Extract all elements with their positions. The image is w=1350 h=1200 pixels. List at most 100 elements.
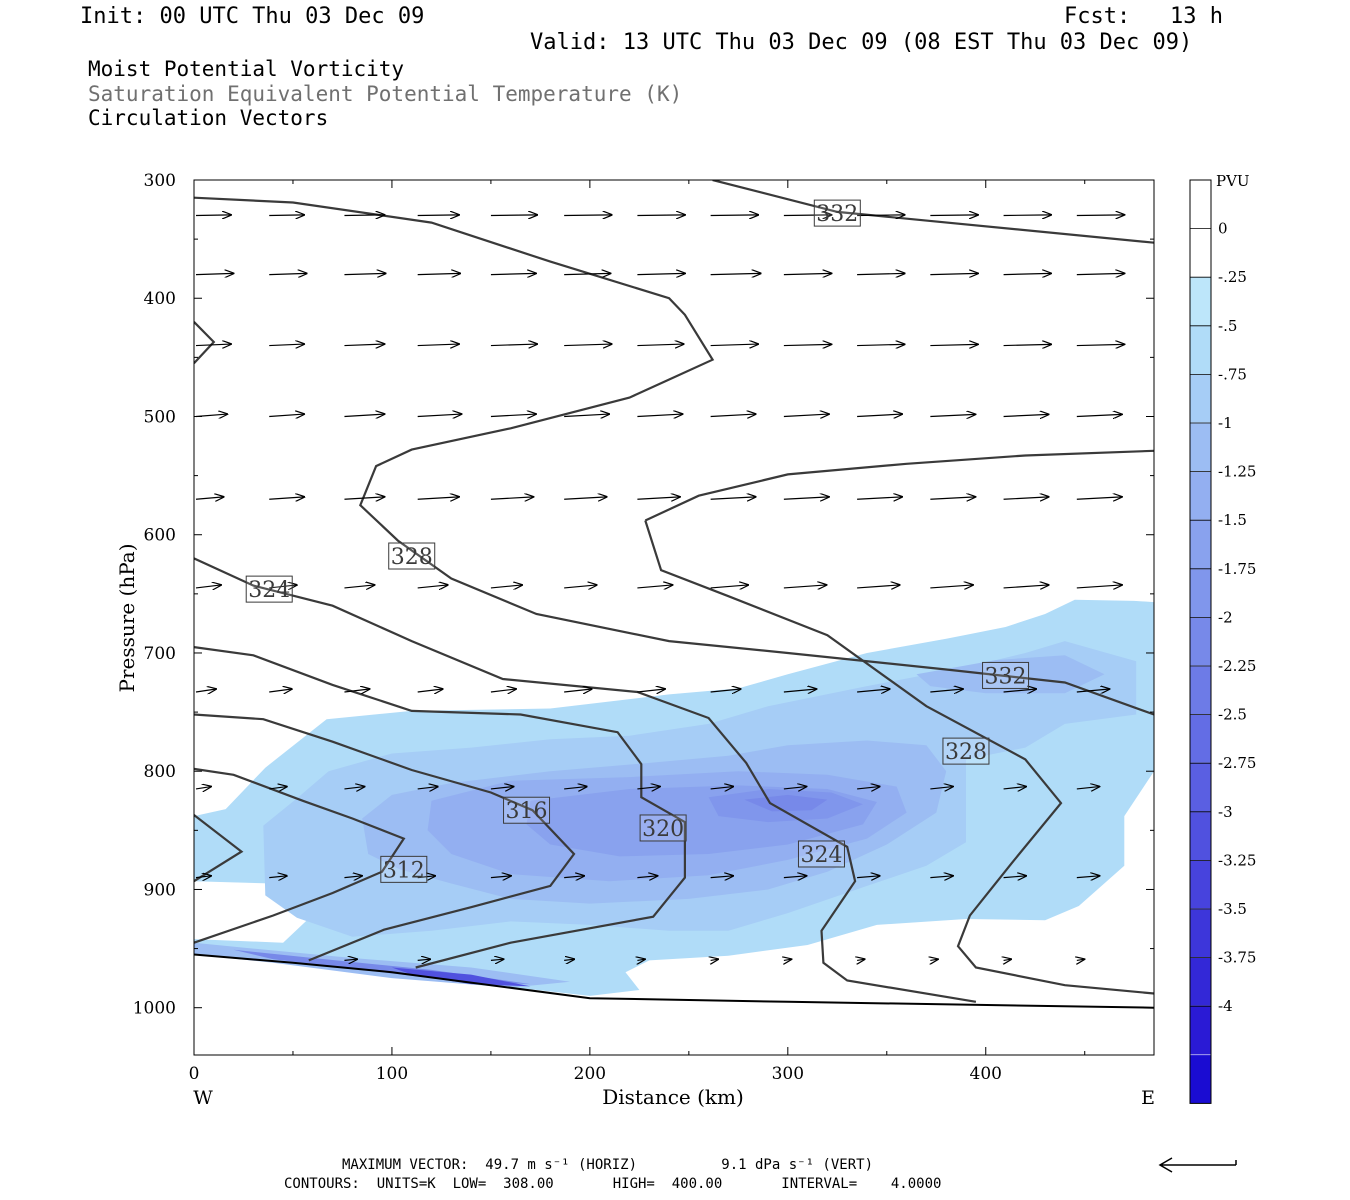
wind-vector <box>417 787 438 789</box>
contour-label: 324 <box>245 575 293 603</box>
colorbar-label: -1.25 <box>1218 463 1256 481</box>
wind-vector <box>1003 585 1049 588</box>
y-tick-label: 700 <box>144 644 176 664</box>
wind-vector <box>710 215 759 216</box>
wind-vector <box>857 787 880 789</box>
wind-vector <box>857 414 902 416</box>
wind-vector <box>1003 497 1049 499</box>
wind-vector <box>195 876 211 878</box>
wind-vector <box>783 585 827 588</box>
wind-vector <box>1003 273 1052 274</box>
colorbar-label: -.5 <box>1218 317 1237 335</box>
contour-label-text: 324 <box>800 843 842 868</box>
wind-vector <box>1076 344 1125 345</box>
reference-vector-arrow <box>1158 1157 1237 1173</box>
theta-contour-line <box>194 646 687 969</box>
wind-vector <box>783 689 817 692</box>
wind-vector <box>710 787 734 789</box>
wind-vector <box>344 273 385 274</box>
wind-vector <box>269 414 304 416</box>
contour-label-text: 320 <box>642 817 684 842</box>
theta-contour-line <box>644 449 1154 522</box>
contour-label-box <box>797 840 845 868</box>
contour-label-box <box>813 199 861 227</box>
init-time: Init: 00 UTC Thu 03 Dec 09 <box>80 4 425 29</box>
wind-vector <box>710 585 749 588</box>
wind-vector <box>783 344 832 345</box>
wind-vector <box>930 273 978 274</box>
colorbar-cell <box>1189 908 1212 958</box>
wind-vector <box>637 215 685 216</box>
wind-vector <box>930 215 978 216</box>
wind-vector <box>564 215 612 216</box>
contour-label-text: 312 <box>383 858 425 883</box>
contour-label-text: 328 <box>391 545 433 570</box>
colorbar-cell <box>1189 1054 1212 1104</box>
contour-label: 328 <box>388 542 436 570</box>
wind-vector <box>564 876 584 878</box>
contour-label-box <box>380 855 428 883</box>
wind-vector <box>711 959 719 960</box>
wind-vector <box>930 787 953 789</box>
colorbar-cell <box>1189 471 1212 521</box>
wind-vector <box>1076 497 1122 499</box>
colorbar-label: -3.25 <box>1218 851 1256 869</box>
wind-vector <box>344 585 374 588</box>
y-tick-label: 900 <box>144 880 176 900</box>
wind-vector <box>564 273 610 274</box>
x-axis-title: Distance (km) <box>602 1085 744 1109</box>
contour-label-text: 332 <box>985 664 1027 689</box>
wind-vector <box>490 959 504 960</box>
colorbar-label: -2.75 <box>1218 754 1256 772</box>
wind-vector <box>637 414 682 416</box>
wind-vector <box>490 215 537 216</box>
wind-vector <box>637 689 665 692</box>
wind-vector <box>269 876 287 878</box>
field-title-vectors: Circulation Vectors <box>88 106 329 130</box>
wind-vector <box>564 344 612 346</box>
wind-vector <box>417 215 459 216</box>
contour-label: 324 <box>797 840 845 868</box>
y-tick-label: 600 <box>144 526 176 546</box>
contour-labels: 332 328 324 332 328 316 320 324 312 <box>245 199 1030 883</box>
contour-label-box <box>245 575 293 603</box>
colorbar-label: -2 <box>1218 608 1233 626</box>
y-axis-title: Pressure (hPa) <box>115 544 139 693</box>
wind-vector <box>710 876 734 878</box>
theta-contour-line <box>194 321 216 365</box>
contour-label-box <box>942 737 990 765</box>
wind-vector <box>710 497 756 499</box>
wind-vector <box>930 497 975 499</box>
wind-vector <box>344 959 357 960</box>
wind-vector <box>710 344 759 346</box>
wind-vector <box>195 787 211 789</box>
colorbar-cell <box>1189 665 1212 715</box>
colorbar-label: -1.75 <box>1218 560 1256 578</box>
wind-vector <box>1076 215 1125 216</box>
wind-vector <box>783 414 829 416</box>
wind-vector <box>195 273 234 274</box>
colorbar-label: -.75 <box>1218 365 1247 383</box>
theta-contour-line <box>712 180 1154 244</box>
colorbar-cell <box>1189 957 1212 1007</box>
colorbar: 0 -.25 -.5 -.75 -1 -1.25 -1.5 -1.75 -2 -2.25 -2.5 -… <box>1189 179 1256 1104</box>
wind-vector <box>783 497 829 499</box>
wind-vector <box>857 959 865 960</box>
colorbar-label: -.25 <box>1218 268 1247 286</box>
y-tick-label: 400 <box>144 289 176 309</box>
wind-vector <box>417 497 459 499</box>
colorbar-label: -1.5 <box>1218 511 1247 529</box>
y-tick-label: 800 <box>144 762 176 782</box>
colorbar-cell <box>1189 811 1212 861</box>
wind-vector <box>490 497 534 499</box>
wind-vector <box>269 497 304 499</box>
wind-vector <box>195 344 231 346</box>
wind-vector <box>637 959 645 960</box>
wind-vector <box>490 876 511 878</box>
forecast-hour: Fcst: 13 h <box>1064 4 1223 29</box>
valid-time: Valid: 13 UTC Thu 03 Dec 09 (08 EST Thu … <box>530 30 1193 55</box>
wind-vector <box>269 215 304 216</box>
wind-vector <box>564 689 592 692</box>
wind-vector <box>417 414 462 416</box>
